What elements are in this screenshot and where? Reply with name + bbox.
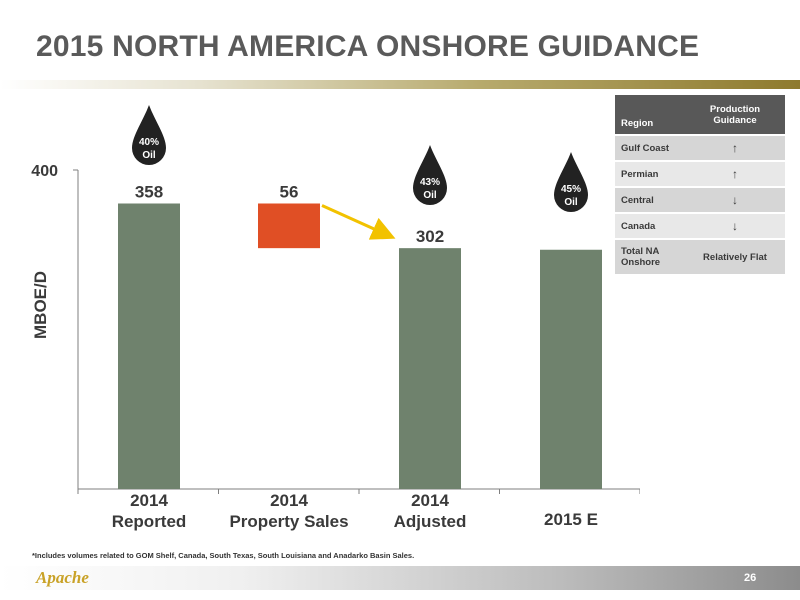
waterfall-chart: 400 MBOE/D 358 56 302 2014 Reported 2014 Propert… <box>31 105 640 531</box>
oil-percent-label: 43% <box>420 177 440 188</box>
arrow-up-icon: ↑ <box>685 162 785 186</box>
x-tick-label: 2014 <box>130 491 168 510</box>
table-row: Central ↓ <box>615 188 785 212</box>
table-row: Permian ↑ <box>615 162 785 186</box>
region-cell: Gulf Coast <box>615 136 685 160</box>
x-tick-label: Adjusted <box>394 512 467 531</box>
x-tick-label: 2014 <box>270 491 308 510</box>
page-number: 26 <box>744 572 757 584</box>
footnote: *Includes volumes related to GOM Shelf, … <box>32 551 415 560</box>
oil-word-label: Oil <box>423 190 437 201</box>
x-tick-label: 2014 <box>411 491 449 510</box>
title-divider <box>0 80 800 89</box>
oil-word-label: Oil <box>564 197 578 208</box>
footer-bar <box>0 566 800 590</box>
region-cell: Total NA Onshore <box>615 240 685 274</box>
apache-logo: Apache <box>36 568 89 587</box>
decline-arrow <box>321 204 396 240</box>
table-row: Canada ↓ <box>615 214 785 238</box>
oil-drop-icon <box>413 145 447 205</box>
arrow-up-icon: ↑ <box>685 136 785 160</box>
bar-2015-e <box>540 249 602 489</box>
oil-word-label: Oil <box>142 150 156 161</box>
region-cell: Canada <box>615 214 685 238</box>
header-production-guidance: Production Guidance <box>685 95 785 134</box>
x-tick-label: 2015 E <box>544 510 598 529</box>
data-label: 302 <box>416 227 444 246</box>
region-cell: Central <box>615 188 685 212</box>
data-label: 358 <box>135 182 163 201</box>
bar-2014-property-sales <box>258 203 320 249</box>
arrow-down-icon: ↓ <box>685 214 785 238</box>
bar-2014-reported <box>118 203 180 489</box>
oil-percent-label: 45% <box>561 184 581 195</box>
bar-2014-adjusted <box>399 248 461 489</box>
header-region: Region <box>615 95 685 134</box>
oil-drop-icon <box>554 152 588 212</box>
guidance-cell: Relatively Flat <box>685 240 785 274</box>
arrow-down-icon: ↓ <box>685 188 785 212</box>
region-cell: Permian <box>615 162 685 186</box>
y-tick-label: 400 <box>31 163 58 180</box>
page-title: 2015 NORTH AMERICA ONSHORE GUIDANCE <box>36 30 700 63</box>
table-row: Total NA Onshore Relatively Flat <box>615 240 785 274</box>
table-row: Gulf Coast ↑ <box>615 136 785 160</box>
x-tick-label: Reported <box>112 512 187 531</box>
x-tick-label: Property Sales <box>229 512 348 531</box>
guidance-table: Region Production Guidance Gulf Coast ↑ … <box>615 93 785 276</box>
oil-drop-icon <box>132 105 166 166</box>
data-label: 56 <box>280 182 299 201</box>
oil-percent-label: 40% <box>139 137 159 148</box>
y-axis-label: MBOE/D <box>31 271 50 339</box>
